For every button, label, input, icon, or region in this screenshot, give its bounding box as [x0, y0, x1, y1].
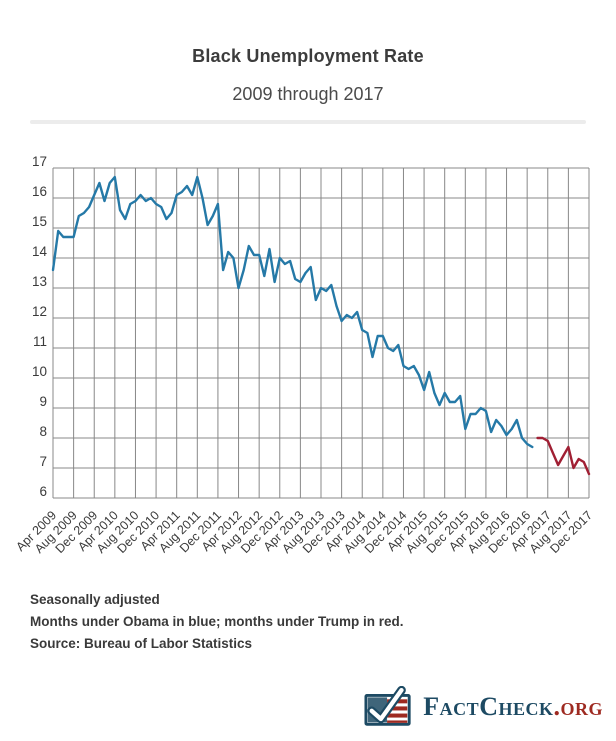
flag-check-icon: [364, 686, 411, 726]
y-axis-tick-label: 10: [32, 364, 47, 379]
factcheck-logo: FactCheck.org: [364, 686, 603, 728]
page-title: Black Unemployment Rate: [192, 46, 424, 66]
chart: 17 16 15 14 13 12 11 10 9 8 7 6 Apr 2009 Aug 2009 Dec …: [0, 135, 616, 587]
y-axis-tick-label: 8: [39, 424, 47, 439]
y-axis-tick-label: 9: [39, 394, 47, 409]
factcheck-logo-text: FactCheck.org: [423, 694, 603, 720]
note-source: Source: Bureau of Labor Statistics: [30, 636, 253, 651]
y-axis-tick-label: 6: [39, 484, 47, 499]
factcheck-logo-suffix: .org: [553, 692, 603, 721]
divider: [30, 120, 586, 124]
y-axis-tick-label: 7: [39, 454, 47, 469]
note-seasonally-adjusted: Seasonally adjusted: [30, 592, 160, 607]
y-axis-tick-label: 16: [32, 184, 47, 199]
trump-series-line: [536, 436, 591, 476]
page-subtitle: 2009 through 2017: [232, 84, 384, 104]
y-axis-tick-label: 11: [33, 334, 47, 349]
y-axis-tick-label: 12: [32, 304, 47, 319]
y-axis-tick-label: 14: [32, 244, 48, 259]
factcheck-logo-name: FactCheck: [423, 692, 554, 721]
y-axis-tick-label: 17: [32, 154, 47, 169]
y-axis-tick-label: 15: [32, 214, 47, 229]
chart-notes: Seasonally adjusted Months under Obama i…: [30, 589, 616, 655]
note-legend: Months under Obama in blue; months under…: [30, 614, 404, 629]
obama-series-line: [51, 175, 534, 449]
y-axis-tick-label: 13: [32, 274, 47, 289]
